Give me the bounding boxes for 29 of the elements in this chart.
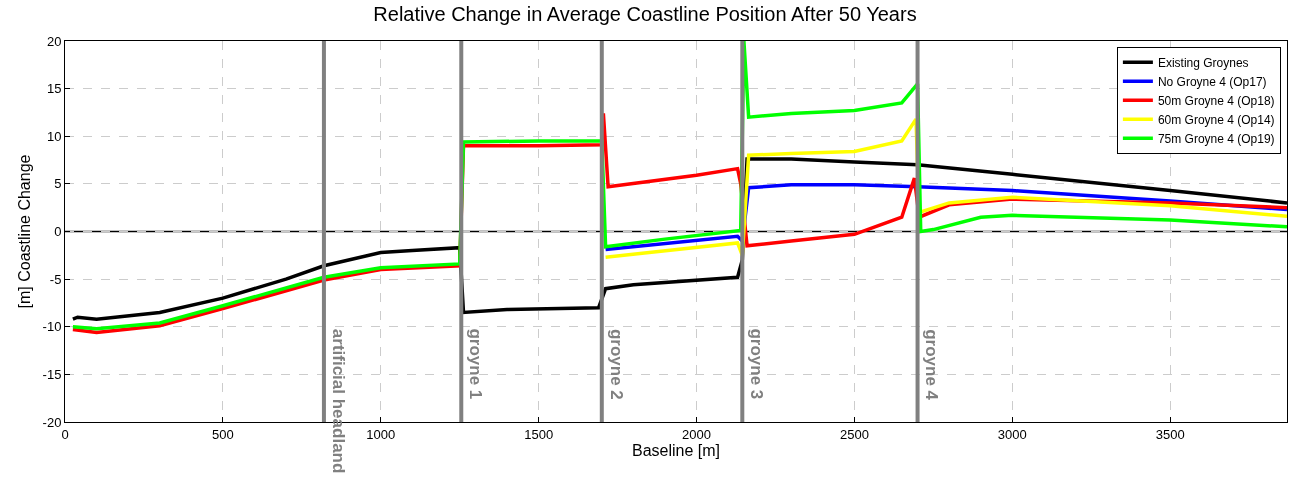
x-tick-label: 2500 [839, 426, 869, 442]
ref-line-label: groyne 4 [922, 329, 942, 401]
x-tick-label: 3000 [997, 426, 1027, 442]
y-tick-label: 20 [46, 33, 62, 49]
legend-label: 75m Groyne 4 (Op19) [1157, 131, 1275, 146]
legend-label: 50m Groyne 4 (Op18) [1157, 93, 1275, 108]
legend-label: No Groyne 4 (Op17) [1157, 74, 1267, 89]
y-tick-label: -5 [49, 271, 62, 287]
x-tick-label: 1500 [524, 426, 554, 442]
legend-label: Existing Groynes [1157, 55, 1249, 70]
x-tick-label: 500 [212, 426, 234, 442]
x-tick-label: 1000 [366, 426, 396, 442]
y-tick-label: 10 [46, 128, 62, 144]
legend-label: 60m Groyne 4 (Op14) [1157, 112, 1275, 127]
y-axis-title: [m] Coastline Change [15, 154, 33, 309]
ref-line-label: groyne 2 [606, 328, 626, 400]
y-tick-label: -20 [42, 414, 62, 430]
y-tick-label: -10 [42, 319, 62, 335]
y-tick-label: 5 [54, 176, 62, 192]
ref-line-label: groyne 3 [747, 328, 767, 400]
x-tick-label: 3500 [1155, 426, 1185, 442]
ref-line-label: groyne 1 [466, 328, 486, 400]
chart-title: Relative Change in Average Coastline Position After 50 Years [373, 3, 917, 26]
x-axis-title: Baseline [m] [631, 442, 721, 460]
ref-line-label: artificial headland [328, 328, 348, 474]
y-tick-label: -15 [42, 366, 62, 382]
y-tick-label: 0 [54, 224, 62, 240]
x-tick-label: 2000 [682, 426, 711, 442]
y-tick-label: 15 [46, 81, 62, 97]
